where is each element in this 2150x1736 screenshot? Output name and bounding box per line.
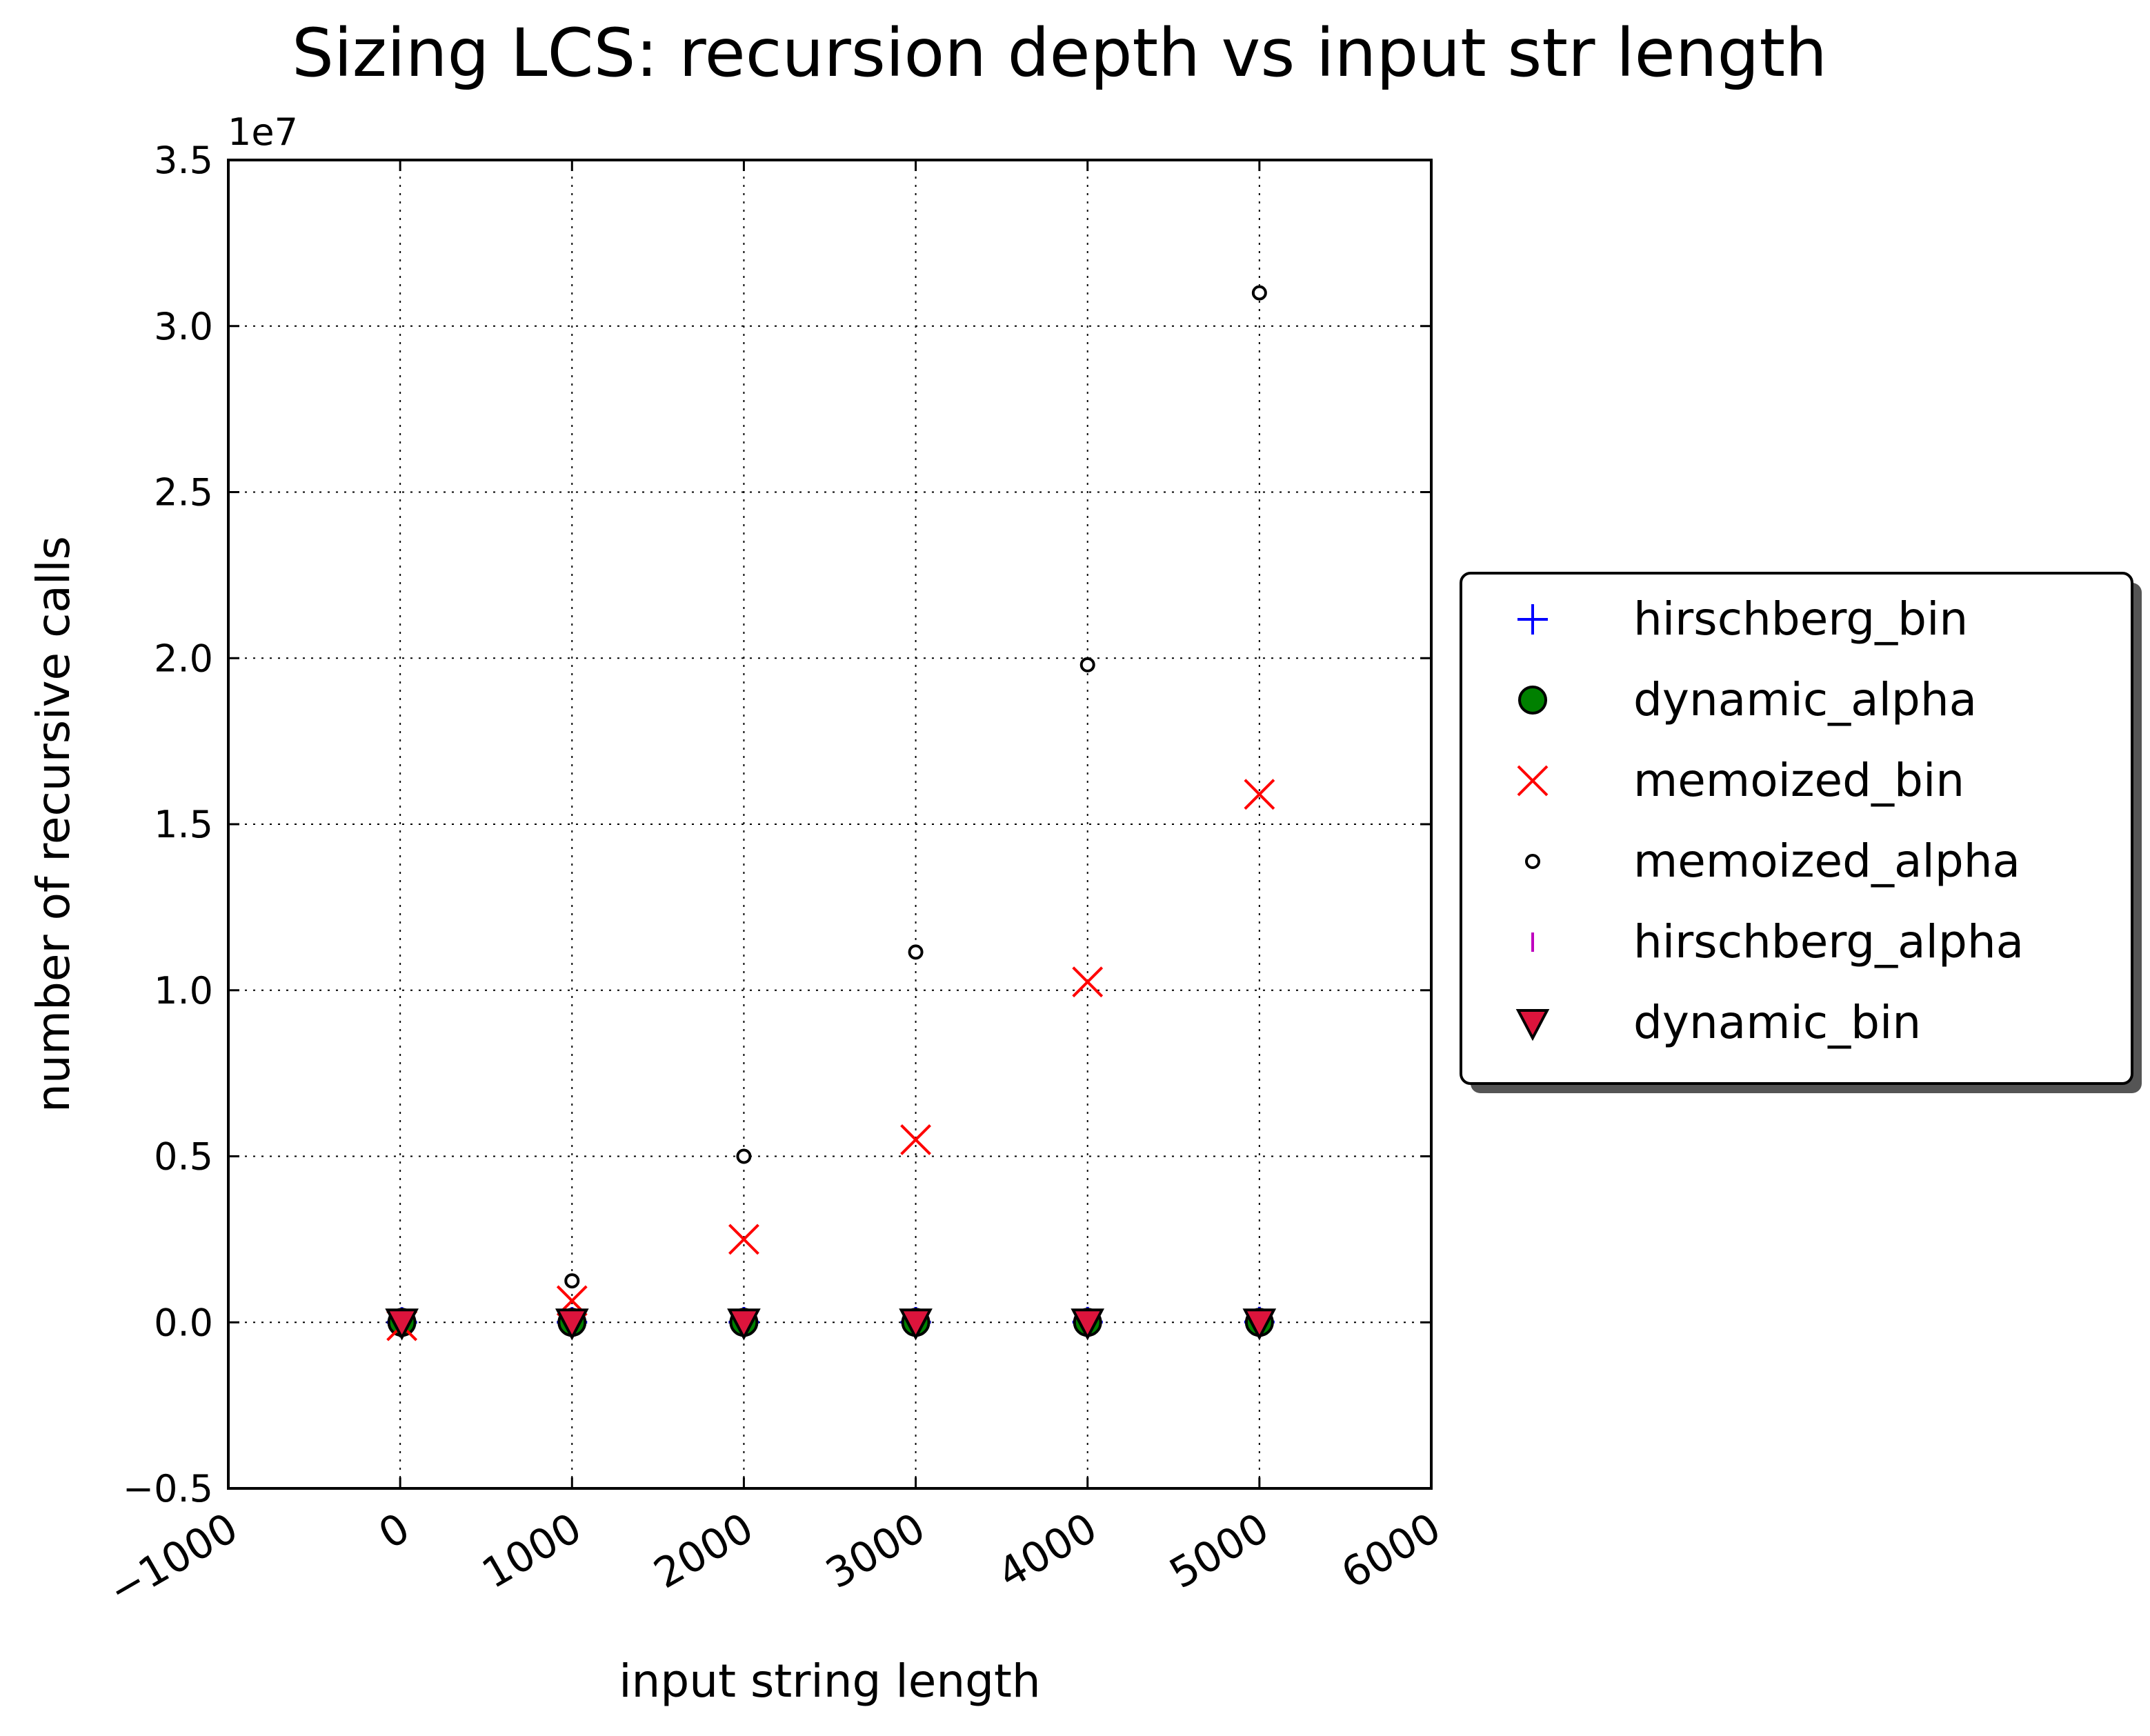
legend-marker-memoized_bin — [1517, 765, 1549, 797]
legend-label-hirschberg_bin: hirschberg_bin — [1633, 592, 1968, 646]
memoized_alpha-point — [1079, 657, 1095, 672]
memoized_alpha-point — [908, 944, 924, 960]
y-tick-label: −0.5 — [123, 1467, 213, 1510]
legend-box — [1460, 572, 2133, 1085]
y-tick-label: 2.0 — [154, 637, 213, 680]
x-tick-label: 2000 — [646, 1504, 762, 1598]
legend-marker-dynamic_bin — [1515, 1009, 1550, 1041]
memoized_bin-point — [1072, 966, 1104, 998]
x-axis: −1000 0 1000 2000 3000 4000 5000 6000 — [101, 160, 1449, 1615]
y-axis-label: number of recursive calls — [27, 536, 80, 1113]
x-tick-label: 0 — [371, 1504, 418, 1559]
memoized_alpha-point — [564, 1273, 580, 1289]
x-tick-label: 5000 — [1162, 1504, 1277, 1598]
dynamic_bin-point — [1242, 1308, 1277, 1341]
memoized_bin-point — [900, 1124, 931, 1155]
legend-label-memoized_bin: memoized_bin — [1633, 754, 1964, 807]
dynamic_bin-point — [385, 1308, 419, 1341]
y-tick-label: 1.5 — [154, 803, 213, 846]
memoized_alpha-point — [736, 1148, 752, 1164]
x-tick-label: 1000 — [475, 1504, 590, 1598]
dynamic_bin-point — [1071, 1308, 1105, 1341]
dynamic_bin-point — [899, 1308, 933, 1341]
legend-marker-hirschberg_bin — [1517, 604, 1548, 635]
y-offset-label: 1e7 — [228, 110, 298, 154]
x-tick-label: 3000 — [818, 1504, 933, 1598]
x-tick-label: 4000 — [990, 1504, 1105, 1598]
memoized_bin-point — [1244, 779, 1275, 810]
dynamic_bin-point — [727, 1308, 761, 1341]
legend-label-memoized_alpha: memoized_alpha — [1633, 835, 2020, 888]
y-tick-label: 3.0 — [154, 305, 213, 348]
y-tick-label: 3.5 — [154, 139, 213, 182]
y-axis: −0.5 0.0 0.5 1.0 1.5 2.0 2.5 3.0 3.5 — [123, 139, 1431, 1510]
y-tick-label: 1.0 — [154, 969, 213, 1012]
legend-marker-dynamic_alpha — [1518, 686, 1547, 715]
x-tick-label: 6000 — [1333, 1504, 1449, 1598]
x-axis-label: input string length — [619, 1655, 1041, 1708]
y-tick-label: 2.5 — [154, 471, 213, 515]
legend-marker-memoized_alpha — [1525, 854, 1540, 869]
dynamic_bin-point — [555, 1308, 589, 1341]
y-tick-label: 0.0 — [154, 1301, 213, 1344]
grid — [228, 160, 1431, 1488]
chart-title: Sizing LCS: recursion depth vs input str… — [292, 14, 1827, 92]
legend-label-hirschberg_alpha: hirschberg_alpha — [1633, 915, 2024, 968]
legend-label-dynamic_alpha: dynamic_alpha — [1633, 673, 1977, 726]
x-tick-label: −1000 — [101, 1504, 246, 1615]
legend-label-dynamic_bin: dynamic_bin — [1633, 996, 1921, 1049]
memoized_alpha-point — [1251, 285, 1267, 301]
y-tick-label: 0.5 — [154, 1135, 213, 1179]
plot-frame — [227, 159, 1433, 1490]
memoized_bin-point — [728, 1224, 759, 1255]
data-points — [385, 285, 1277, 1341]
legend: hirschberg_bin dynamic_alpha memoized_binm… — [1460, 572, 2142, 1093]
